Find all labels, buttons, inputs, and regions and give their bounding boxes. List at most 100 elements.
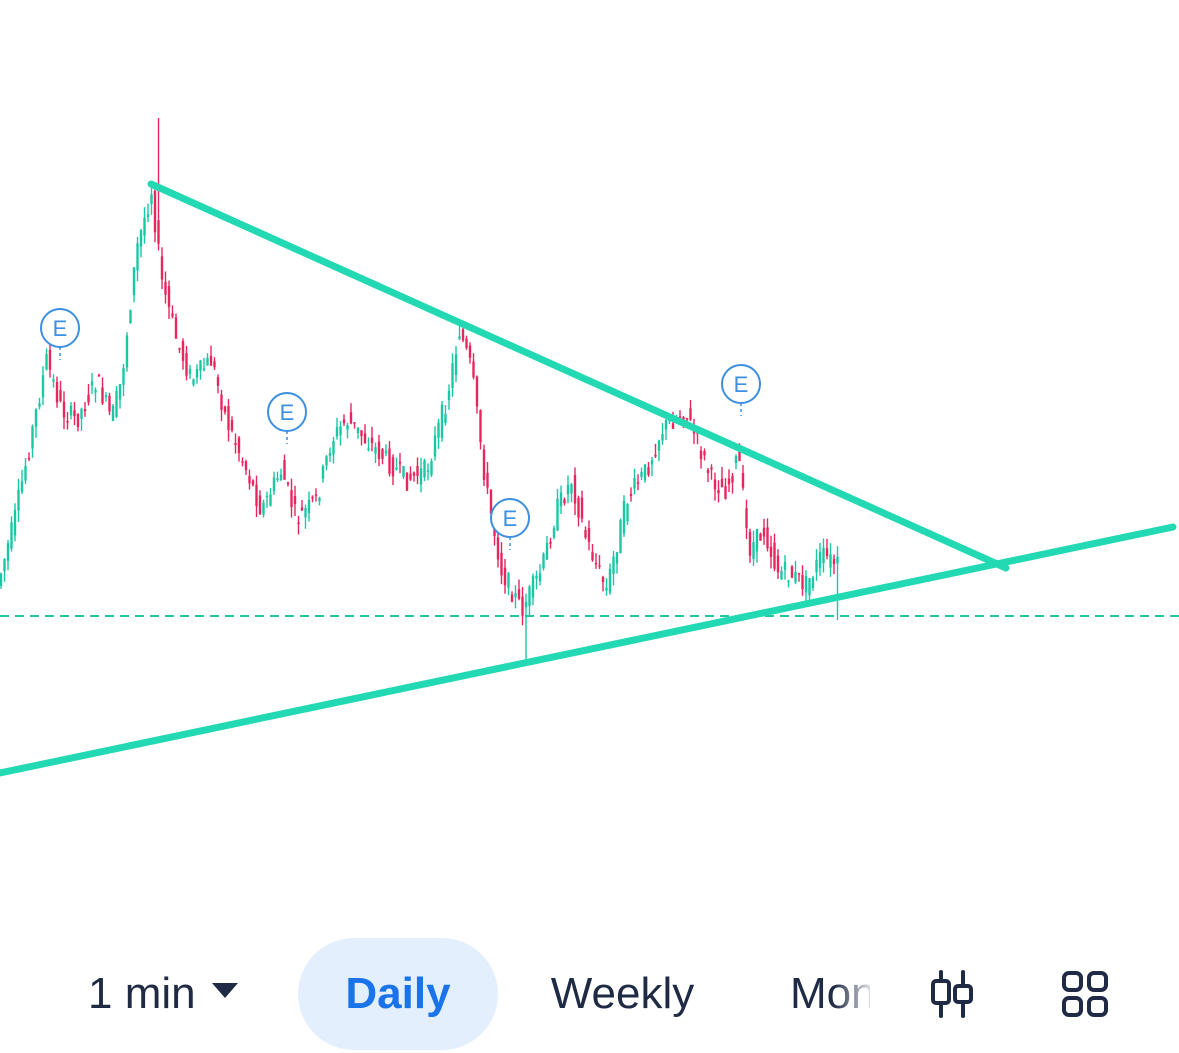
candle-body	[790, 566, 794, 578]
candle-body	[325, 456, 328, 466]
candle-body	[136, 243, 139, 271]
layout-button[interactable]	[1055, 938, 1115, 1050]
candle-body	[594, 562, 598, 565]
candle-body	[381, 449, 384, 459]
candle-body	[195, 369, 199, 378]
candle-body	[549, 542, 552, 544]
candle-body	[741, 472, 745, 488]
tab-monthly[interactable]: Mon	[790, 938, 870, 1050]
candle-body	[797, 573, 801, 575]
earnings-marker[interactable]: E	[490, 498, 530, 550]
candle-body	[230, 420, 234, 431]
candle-body	[314, 494, 318, 496]
candle-body	[563, 499, 566, 504]
candle-body	[836, 556, 839, 564]
candle-body	[535, 575, 538, 579]
candle-body	[608, 568, 612, 593]
candle-body	[129, 310, 132, 324]
candle-body	[251, 480, 255, 485]
candle-body	[629, 493, 633, 496]
candle-body	[818, 552, 822, 568]
earnings-marker[interactable]: E	[40, 308, 80, 360]
candle-body	[605, 587, 608, 591]
candle-body	[41, 375, 45, 398]
candle-body	[458, 336, 461, 339]
candle-body	[591, 552, 594, 561]
candle-body	[808, 578, 811, 596]
candle-body	[206, 357, 209, 366]
candle-body	[38, 403, 41, 407]
candle-body	[311, 496, 314, 499]
candle-body	[223, 406, 227, 413]
lower-trendline[interactable]	[0, 523, 1177, 777]
candle-body	[654, 454, 657, 457]
candle-body	[759, 533, 762, 541]
candle-body	[69, 405, 73, 416]
tab-daily[interactable]: Daily	[298, 938, 498, 1050]
candle-body	[377, 441, 381, 460]
upper-trendline[interactable]	[147, 180, 1010, 572]
candlestick-chart-canvas[interactable]: E E E E	[0, 0, 1179, 900]
candle-body	[318, 497, 321, 502]
candle-body	[48, 350, 52, 370]
candle-body	[76, 413, 80, 428]
candle-body	[52, 379, 55, 382]
candle-body	[213, 361, 216, 368]
candle-body	[748, 531, 752, 556]
candle-body	[391, 457, 395, 477]
candle-body	[556, 498, 559, 531]
candle-body	[794, 572, 797, 583]
candle-body	[482, 449, 486, 480]
candle-body	[73, 410, 76, 417]
candle-body	[286, 482, 290, 485]
candle-body	[538, 573, 542, 582]
candle-body	[55, 381, 59, 403]
earnings-markers[interactable]: E E E E	[40, 308, 761, 550]
candle-body	[185, 353, 188, 376]
candle-body	[552, 528, 556, 538]
candle-body	[370, 437, 374, 443]
candle-body	[111, 406, 115, 422]
candle-body	[59, 389, 62, 401]
candle-body	[262, 502, 265, 515]
candle-body	[738, 451, 741, 461]
candle-body	[545, 542, 549, 560]
candle-body	[209, 355, 213, 366]
chart-type-button[interactable]	[922, 938, 982, 1050]
candle-body	[360, 430, 363, 437]
candle-body	[0, 573, 3, 586]
chart-toolbar: 1 min Daily Weekly Mon	[0, 935, 1179, 1053]
candle-body	[720, 478, 724, 488]
candles	[0, 118, 839, 662]
candle-body	[577, 497, 580, 518]
interval-select[interactable]: 1 min	[88, 938, 268, 1050]
earnings-marker-label: E	[503, 506, 518, 531]
candle-body	[832, 558, 836, 565]
candle-body	[363, 433, 367, 443]
candle-body	[87, 394, 90, 403]
tab-weekly[interactable]: Weekly	[530, 938, 715, 1050]
earnings-marker[interactable]: E	[721, 364, 761, 416]
candle-body	[6, 543, 10, 561]
candle-body	[199, 360, 202, 371]
candle-body	[829, 554, 832, 568]
candle-body	[395, 467, 398, 470]
candle-body	[661, 434, 664, 441]
candle-body	[811, 577, 815, 589]
price-chart[interactable]: E E E E	[0, 0, 1179, 900]
candle-body	[440, 404, 444, 438]
candle-body	[780, 570, 783, 580]
candle-body	[682, 417, 685, 421]
candle-body	[118, 384, 122, 400]
candle-body	[724, 486, 727, 499]
candle-body	[559, 492, 563, 507]
candle-body	[678, 416, 682, 418]
candle-body	[626, 504, 629, 522]
candle-body	[258, 495, 262, 515]
tab-daily-label: Daily	[345, 969, 451, 1018]
earnings-marker[interactable]: E	[267, 392, 307, 444]
candle-body	[762, 527, 766, 537]
candle-body	[409, 473, 412, 480]
candle-body	[601, 576, 605, 583]
candle-body	[255, 484, 258, 506]
